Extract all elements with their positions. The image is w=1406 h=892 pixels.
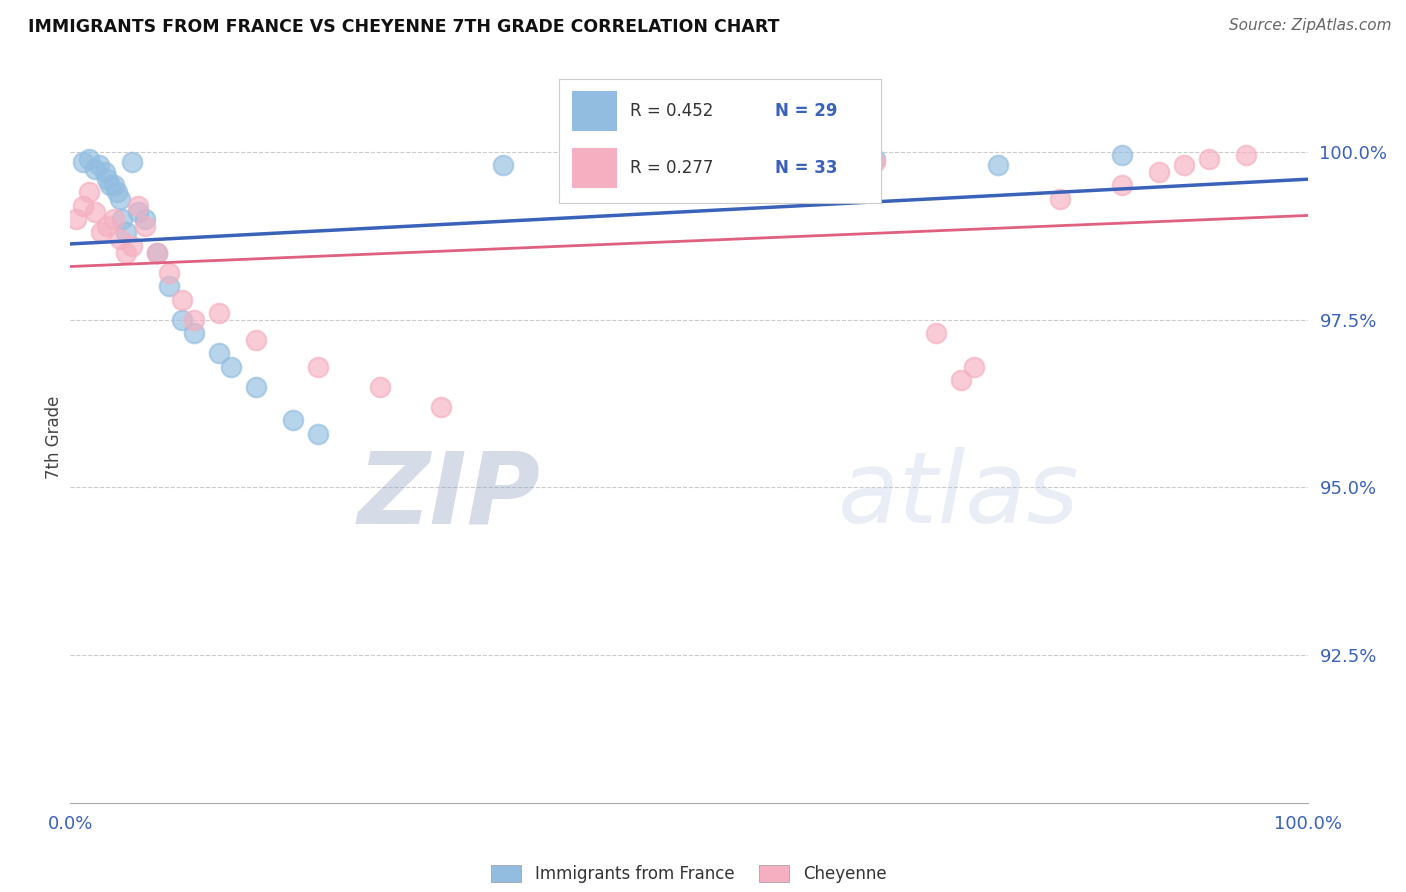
Point [72,155,94,169]
Point [925,326,948,340]
Point [368,380,391,394]
Point [157,266,180,280]
Point [170,293,193,307]
Point [307,359,329,374]
Text: Source: ZipAtlas.com: Source: ZipAtlas.com [1229,18,1392,33]
Point [115,245,138,260]
Point [678,152,700,166]
Point [72,198,94,212]
Legend: Immigrants from France, Cheyenne: Immigrants from France, Cheyenne [485,858,893,889]
Point [219,359,242,374]
Point [208,306,231,320]
Point [962,359,984,374]
Point [307,426,329,441]
Text: ZIP: ZIP [357,447,540,544]
Point [115,226,138,240]
Point [863,152,886,166]
Point [1049,192,1071,206]
Point [121,239,143,253]
Point [430,400,453,414]
Point [87,158,110,172]
Point [103,212,125,227]
Point [183,326,205,340]
Point [127,198,149,212]
Point [492,158,515,172]
Point [208,346,231,360]
Point [77,185,100,199]
Point [84,205,107,219]
Point [105,185,128,199]
Point [94,165,117,179]
Point [801,155,824,169]
Point [108,232,131,246]
Point [111,212,134,227]
Point [170,312,193,326]
Point [1198,152,1220,166]
Point [1173,158,1195,172]
Point [950,373,973,387]
Y-axis label: 7th Grade: 7th Grade [45,395,63,479]
Point [1111,148,1133,162]
Text: atlas: atlas [838,447,1078,544]
Point [146,245,169,260]
Point [103,178,125,193]
Point [127,205,149,219]
Point [987,158,1010,172]
Point [146,245,169,260]
Point [121,155,143,169]
Point [245,333,267,347]
Point [1234,148,1257,162]
Point [281,413,304,427]
Point [108,192,131,206]
Point [245,380,267,394]
Point [90,226,112,240]
Point [740,155,762,169]
Point [98,178,121,193]
Point [183,312,205,326]
Point [96,219,118,233]
Point [134,219,156,233]
Point [1147,165,1170,179]
Point [77,152,100,166]
Point [863,155,886,169]
Text: IMMIGRANTS FROM FRANCE VS CHEYENNE 7TH GRADE CORRELATION CHART: IMMIGRANTS FROM FRANCE VS CHEYENNE 7TH G… [28,18,779,36]
Point [84,161,107,176]
Point [157,279,180,293]
Point [96,171,118,186]
Point [134,212,156,227]
Point [65,212,87,227]
Point [1111,178,1133,193]
